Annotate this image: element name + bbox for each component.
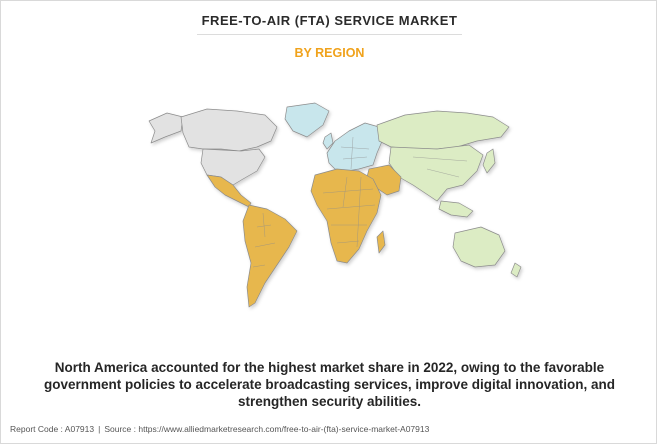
region-russia	[376, 110, 510, 150]
region-europe	[326, 122, 384, 172]
country-borders	[252, 136, 468, 268]
region-australia	[452, 226, 506, 268]
page-title: FREE-TO-AIR (FTA) SERVICE MARKET	[201, 13, 458, 28]
source-link[interactable]: Source : https://www.alliedmarketresearc…	[104, 424, 430, 434]
region-new-zealand	[510, 262, 522, 278]
region-southeast-asia	[438, 200, 474, 218]
report-code: Report Code : A07913	[10, 424, 95, 434]
region-alaska	[148, 112, 184, 144]
region-canada	[180, 108, 278, 152]
summary-text: North America accounted for the highest …	[44, 360, 615, 409]
page-subtitle: BY REGION	[294, 46, 365, 60]
region-japan	[482, 148, 496, 174]
region-uk	[322, 132, 334, 150]
region-south-america	[242, 204, 298, 308]
world-map	[148, 102, 522, 308]
footer-separator: |	[98, 424, 101, 434]
footer: Report Code : A07913 | Source : https://ww…	[10, 424, 429, 434]
region-greenland	[284, 102, 330, 138]
region-asia	[388, 144, 484, 202]
region-madagascar	[376, 230, 386, 254]
title-divider	[197, 34, 462, 35]
region-usa	[200, 148, 266, 186]
